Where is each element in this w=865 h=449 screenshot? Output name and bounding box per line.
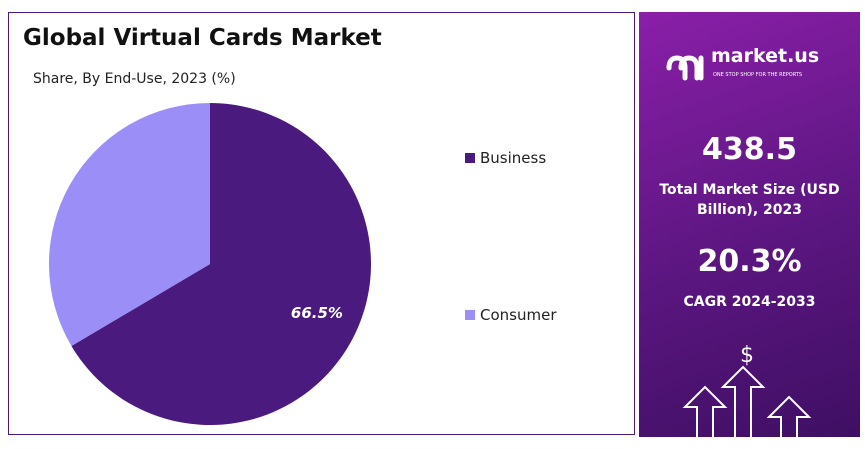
stat-label: CAGR 2024-2033 xyxy=(683,294,816,310)
logo: market.us ONE STOP SHOP FOR THE REPORTS xyxy=(666,45,819,81)
data-label: 66.5% xyxy=(291,304,343,322)
pie-slice xyxy=(49,103,210,346)
chart: Global Virtual Cards Market Share, By En… xyxy=(23,25,557,426)
pie-slice xyxy=(71,103,372,426)
chart-title: Global Virtual Cards Market xyxy=(23,25,382,51)
info-panel: market.us ONE STOP SHOP FOR THE REPORTS … xyxy=(639,12,860,437)
stat-value: 438.5 xyxy=(702,132,797,167)
legend-swatch xyxy=(465,310,475,320)
chart-box: Global Virtual Cards Market Share, By En… xyxy=(8,12,635,435)
svg-text:$: $ xyxy=(740,343,754,368)
legend-label: Consumer xyxy=(480,306,557,324)
brand: market.us xyxy=(711,45,819,67)
legend-swatch xyxy=(465,153,475,163)
stat-label: Total Market Size (USD Billion), 2023 xyxy=(659,182,840,218)
legend-label: Business xyxy=(480,149,546,167)
chart-subtitle: Share, By End-Use, 2023 (%) xyxy=(33,71,236,87)
arrows-decoration: $ xyxy=(682,343,812,437)
tagline: ONE STOP SHOP FOR THE REPORTS xyxy=(713,72,802,78)
stat-value: 20.3% xyxy=(697,244,802,279)
